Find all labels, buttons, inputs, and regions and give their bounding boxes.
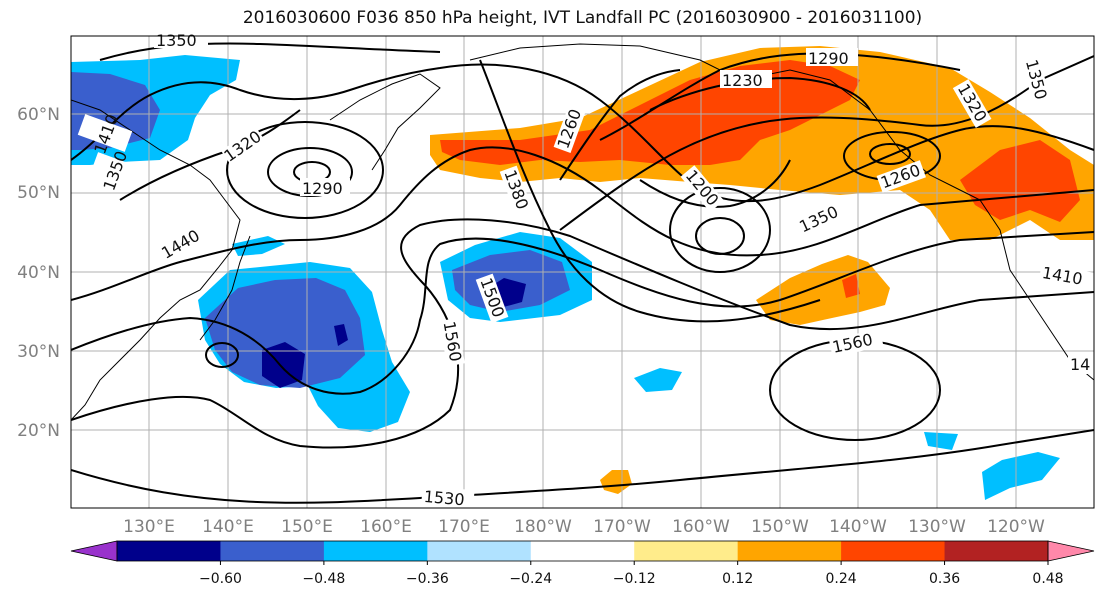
contour-low-ring-west-2 <box>226 121 384 219</box>
map-frame <box>70 35 1095 509</box>
colorbar-tick-label: −0.24 <box>509 571 552 587</box>
colorbar-segment <box>737 541 842 561</box>
contour-low-center-japan <box>205 342 239 368</box>
contour-low-center-east <box>869 143 911 165</box>
lon-label: 160°E <box>360 517 412 537</box>
ivt-negative-patch-2 <box>924 432 958 450</box>
contour-1560 <box>71 218 1094 449</box>
contour-label: 14 <box>1070 355 1090 374</box>
lon-label: 140°E <box>202 517 254 537</box>
coastline-japan <box>199 235 251 341</box>
lon-label: 170°W <box>593 517 651 537</box>
contour-label: 1410 <box>1041 263 1084 289</box>
lon-label: 180°W <box>514 517 572 537</box>
contour-1230 <box>649 76 871 111</box>
ivt-negative-patch-kuril <box>232 236 285 256</box>
lon-label: 120°W <box>987 517 1045 537</box>
lon-label: 130°W <box>908 517 966 537</box>
contour-label: 1290 <box>808 49 849 68</box>
colorbar-segment <box>220 541 325 561</box>
colorbar-frame <box>116 540 1049 562</box>
colorbar-segment <box>427 541 532 561</box>
colorbar-segment <box>634 541 739 561</box>
contour-1380 <box>479 59 821 323</box>
colorbar-tick-label: 0.24 <box>826 571 857 587</box>
ivt-negative-core-japan <box>205 278 365 388</box>
ivt-negative-patch-3 <box>982 452 1060 500</box>
lon-label: 140°W <box>829 517 887 537</box>
map-title: 2016030600 F036 850 hPa height, IVT Land… <box>242 8 923 28</box>
coastline-alaska <box>469 43 981 201</box>
lat-label: 50°N <box>17 183 60 203</box>
contour-low-center-mid <box>695 217 745 255</box>
contour-label: 1350 <box>796 202 841 236</box>
contour-1410 <box>71 63 1094 203</box>
ivt-positive-area-north <box>430 46 1094 240</box>
contour-label: 1350 <box>1022 57 1051 101</box>
ivt-negative-patch-1 <box>634 368 682 392</box>
contour-label: 1530 <box>423 487 465 509</box>
latitude-labels: 60°N 50°N 40°N 30°N 20°N <box>17 105 60 441</box>
colorbar: −0.60 −0.48 −0.36 −0.24 −0.12 0.12 0.24 0.36 0.4… <box>70 540 1095 587</box>
colorbar-extend-low <box>70 540 118 562</box>
contour-high-subtropical <box>769 339 941 441</box>
ivt-positive-core-subtropical <box>842 274 860 298</box>
colorbar-segment <box>944 541 1049 561</box>
coastline-kamchatka <box>329 73 441 171</box>
longitude-labels: 130°E 140°E 150°E 160°E 170°E 180°W 170°… <box>123 517 1045 537</box>
contour-1350 <box>99 42 1094 231</box>
lat-label: 60°N <box>17 105 60 125</box>
lat-label: 40°N <box>17 263 60 283</box>
contour-label: 1350 <box>156 31 197 50</box>
contour-1530 <box>71 429 1094 504</box>
contour-1500 <box>71 231 1094 395</box>
colorbar-tick-label: 0.36 <box>929 571 960 587</box>
colorbar-tick-label: −0.12 <box>613 571 656 587</box>
colorbar-segment <box>323 541 428 561</box>
lon-label: 150°E <box>281 517 333 537</box>
gridlines <box>71 36 1094 508</box>
contour-label: 1560 <box>440 320 466 363</box>
colorbar-tick-label: −0.48 <box>302 571 345 587</box>
ivt-positive-core-east <box>960 140 1080 222</box>
contour-label: 1290 <box>302 179 343 198</box>
contour-1440 <box>71 146 1094 301</box>
lon-label: 130°E <box>123 517 175 537</box>
contour-low-ring-mid <box>669 187 771 273</box>
lon-label: 170°E <box>438 517 490 537</box>
ivt-positive-area-south <box>600 470 632 494</box>
lat-label: 30°N <box>17 342 60 362</box>
colorbar-segment <box>841 541 946 561</box>
ivt-negative-peak-japan <box>262 342 305 388</box>
colorbar-tick-label: −0.36 <box>406 571 449 587</box>
contour-label: 1230 <box>722 71 763 90</box>
coastline-asia <box>71 99 241 421</box>
contour-label: 1560 <box>831 330 875 357</box>
colorbar-tick-label: 0.12 <box>722 571 753 587</box>
lon-label: 150°W <box>751 517 809 537</box>
height-contours <box>71 42 1094 504</box>
lon-label: 160°W <box>672 517 730 537</box>
ivt-negative-peak-japan-2 <box>334 324 348 346</box>
colorbar-tick-label: 0.48 <box>1032 571 1063 587</box>
colorbar-tick-label: −0.60 <box>199 571 242 587</box>
colorbar-segment <box>117 541 221 561</box>
contour-1260 <box>559 69 681 181</box>
colorbar-extend-high <box>1047 540 1095 562</box>
colorbar-segment <box>530 541 635 561</box>
contour-1200 <box>639 159 791 208</box>
lat-label: 20°N <box>17 421 60 441</box>
